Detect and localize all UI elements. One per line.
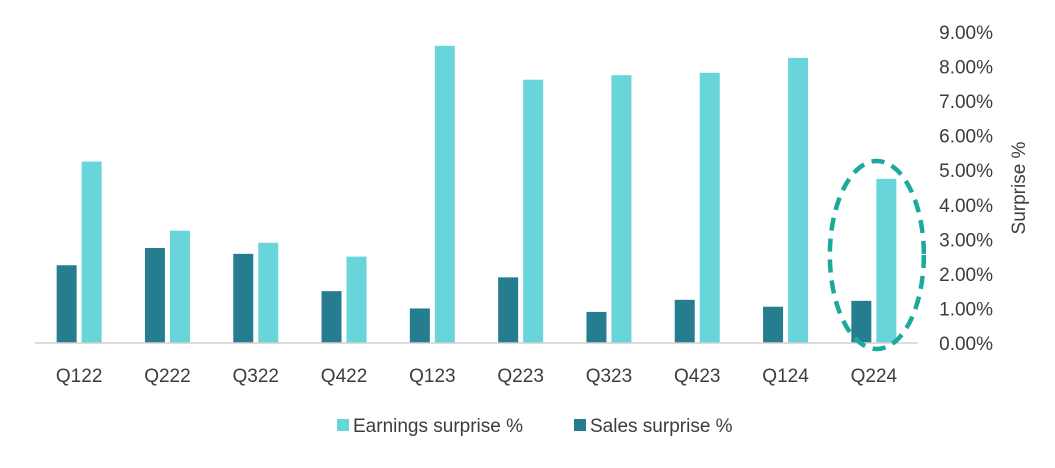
x-tick-label-q222: Q222 (144, 366, 190, 387)
earnings-bar-q224 (876, 178, 897, 343)
legend-swatch-sales-surprise (574, 419, 586, 431)
sales-bar-q422 (321, 291, 342, 343)
legend-swatch-earnings-surprise (337, 419, 349, 431)
y-tick-label-2: 2.00% (939, 265, 993, 286)
x-tick-label-q322: Q322 (233, 366, 279, 387)
sales-bar-q223 (498, 277, 519, 343)
sales-bar-q323 (586, 311, 607, 343)
y-tick-label-6: 6.00% (939, 127, 993, 148)
x-tick-label-q124: Q124 (762, 366, 809, 387)
y-tick-label-1: 1.00% (939, 299, 993, 320)
bars-group (56, 45, 897, 344)
sales-bar-q322 (233, 253, 254, 343)
x-tick-labels: Q122 Q222 Q322 Q422 Q123 Q223 Q323 Q423 Q124 Q224 (56, 366, 898, 387)
earnings-bar-q123 (434, 45, 455, 343)
y-tick-labels: 0.00% 1.00% 2.00% 3.00% 4.00% 5.00% 6.00% 7.00%… (939, 23, 993, 355)
highlight-dashed-ellipse (827, 158, 927, 352)
earnings-bar-q223 (523, 79, 544, 343)
legend-label-sales-surprise: Sales surprise % (590, 416, 733, 437)
legend-label-earnings-surprise: Earnings surprise % (353, 416, 523, 437)
y-tick-label-3: 3.00% (939, 230, 993, 251)
earnings-bar-q422 (346, 256, 367, 343)
y-tick-label-5: 5.00% (939, 161, 993, 182)
sales-bar-q122 (56, 265, 77, 343)
y-tick-label-9: 9.00% (939, 23, 993, 44)
x-tick-label-q122: Q122 (56, 366, 102, 387)
earnings-bar-q322 (258, 242, 279, 343)
x-tick-label-q123: Q123 (409, 366, 455, 387)
sales-bar-q224 (851, 300, 872, 343)
highlight-ellipse-group (827, 158, 927, 352)
earnings-bar-q323 (611, 75, 632, 343)
y-tick-label-8: 8.00% (939, 58, 993, 79)
y-tick-label-0: 0.00% (939, 334, 993, 355)
sales-bar-q123 (409, 308, 430, 343)
earnings-bar-q124 (788, 57, 809, 344)
earnings-bar-q423 (699, 72, 720, 343)
sales-bar-q124 (763, 306, 784, 343)
y-axis-title: Surprise % (1009, 141, 1030, 234)
y-tick-label-4: 4.00% (939, 196, 993, 217)
x-tick-label-q422: Q422 (321, 366, 367, 387)
earnings-bar-q122 (81, 161, 102, 343)
sales-bar-q222 (144, 247, 165, 343)
y-tick-label-7: 7.00% (939, 92, 993, 113)
x-tick-label-q224: Q224 (851, 366, 898, 387)
earnings-bar-q222 (169, 230, 190, 343)
x-tick-label-q323: Q323 (586, 366, 632, 387)
x-tick-label-q423: Q423 (674, 366, 720, 387)
x-tick-label-q223: Q223 (497, 366, 543, 387)
legend: Earnings surprise % Sales surprise % (337, 416, 733, 437)
sales-bar-q423 (674, 299, 695, 343)
